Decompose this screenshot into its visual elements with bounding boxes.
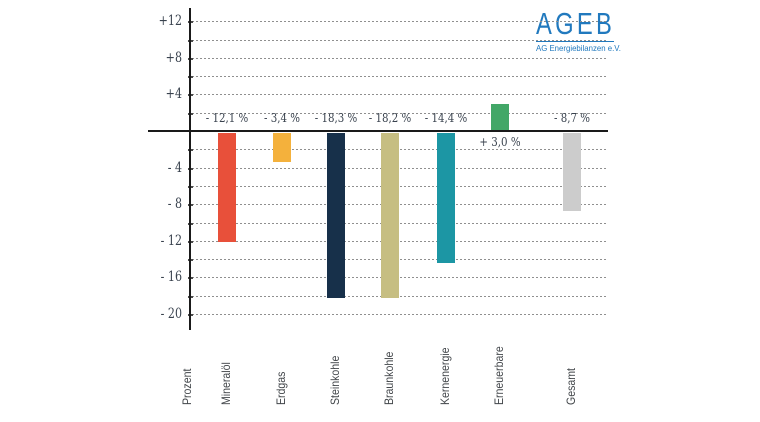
bar-gesamt bbox=[563, 132, 581, 211]
gridline bbox=[192, 58, 608, 59]
bar-value-label: - 18,3 % bbox=[314, 110, 358, 125]
zero-baseline bbox=[148, 130, 608, 132]
gridline bbox=[192, 76, 608, 77]
y-tick-label: - 12 bbox=[160, 233, 182, 249]
gridline bbox=[192, 277, 608, 278]
gridline bbox=[192, 149, 608, 150]
bar-braunkohle bbox=[381, 132, 399, 298]
category-label: Mineralöl bbox=[219, 362, 233, 405]
gridline bbox=[192, 40, 608, 41]
ageb-logo: AGEB AG Energiebilanzen e.V. bbox=[536, 7, 621, 53]
y-axis-unit-label: Prozent bbox=[180, 368, 194, 405]
y-tick-label: - 8 bbox=[167, 196, 182, 212]
y-tick-label: +12 bbox=[158, 13, 182, 29]
bar-kernenergie bbox=[437, 132, 455, 263]
category-label: Braunkohle bbox=[382, 351, 396, 405]
category-label: Erdgas bbox=[274, 371, 288, 405]
bar-minerall bbox=[218, 132, 236, 242]
bar-steinkohle bbox=[327, 132, 345, 299]
bar-value-label: - 8,7 % bbox=[553, 110, 591, 125]
gridline bbox=[192, 21, 608, 22]
category-label: Gesamt bbox=[564, 368, 578, 405]
bar-erneuerbare bbox=[491, 104, 509, 130]
gridline bbox=[192, 296, 608, 297]
gridline bbox=[192, 113, 608, 114]
y-tick-label: +4 bbox=[165, 86, 182, 102]
gridline bbox=[192, 94, 608, 95]
category-label: Erneuerbare bbox=[492, 346, 506, 405]
gridline bbox=[192, 186, 608, 187]
y-tick-label: - 16 bbox=[160, 269, 182, 285]
gridline bbox=[192, 168, 608, 169]
y-tick-label: - 20 bbox=[160, 306, 182, 322]
ageb-logo-rule bbox=[536, 41, 614, 42]
bar-value-label: - 3,4 % bbox=[263, 110, 301, 125]
ageb-logo-subtitle: AG Energiebilanzen e.V. bbox=[536, 43, 621, 53]
y-tick-label: - 4 bbox=[167, 160, 182, 176]
gridline bbox=[192, 241, 608, 242]
bar-value-label: - 14,4 % bbox=[424, 110, 468, 125]
bar-value-label: - 18,2 % bbox=[368, 110, 412, 125]
ageb-logo-title: AGEB bbox=[536, 7, 616, 42]
gridline bbox=[192, 223, 608, 224]
bar-value-label: - 12,1 % bbox=[205, 110, 249, 125]
y-tick-label: +8 bbox=[165, 50, 182, 66]
category-label: Kernenergie bbox=[438, 347, 452, 405]
category-label: Steinkohle bbox=[328, 355, 342, 405]
gridline bbox=[192, 314, 608, 315]
bar-erdgas bbox=[273, 132, 291, 163]
gridline bbox=[192, 259, 608, 260]
gridline bbox=[192, 204, 608, 205]
y-axis-line bbox=[189, 8, 191, 330]
bar-value-label: + 3,0 % bbox=[479, 134, 521, 149]
